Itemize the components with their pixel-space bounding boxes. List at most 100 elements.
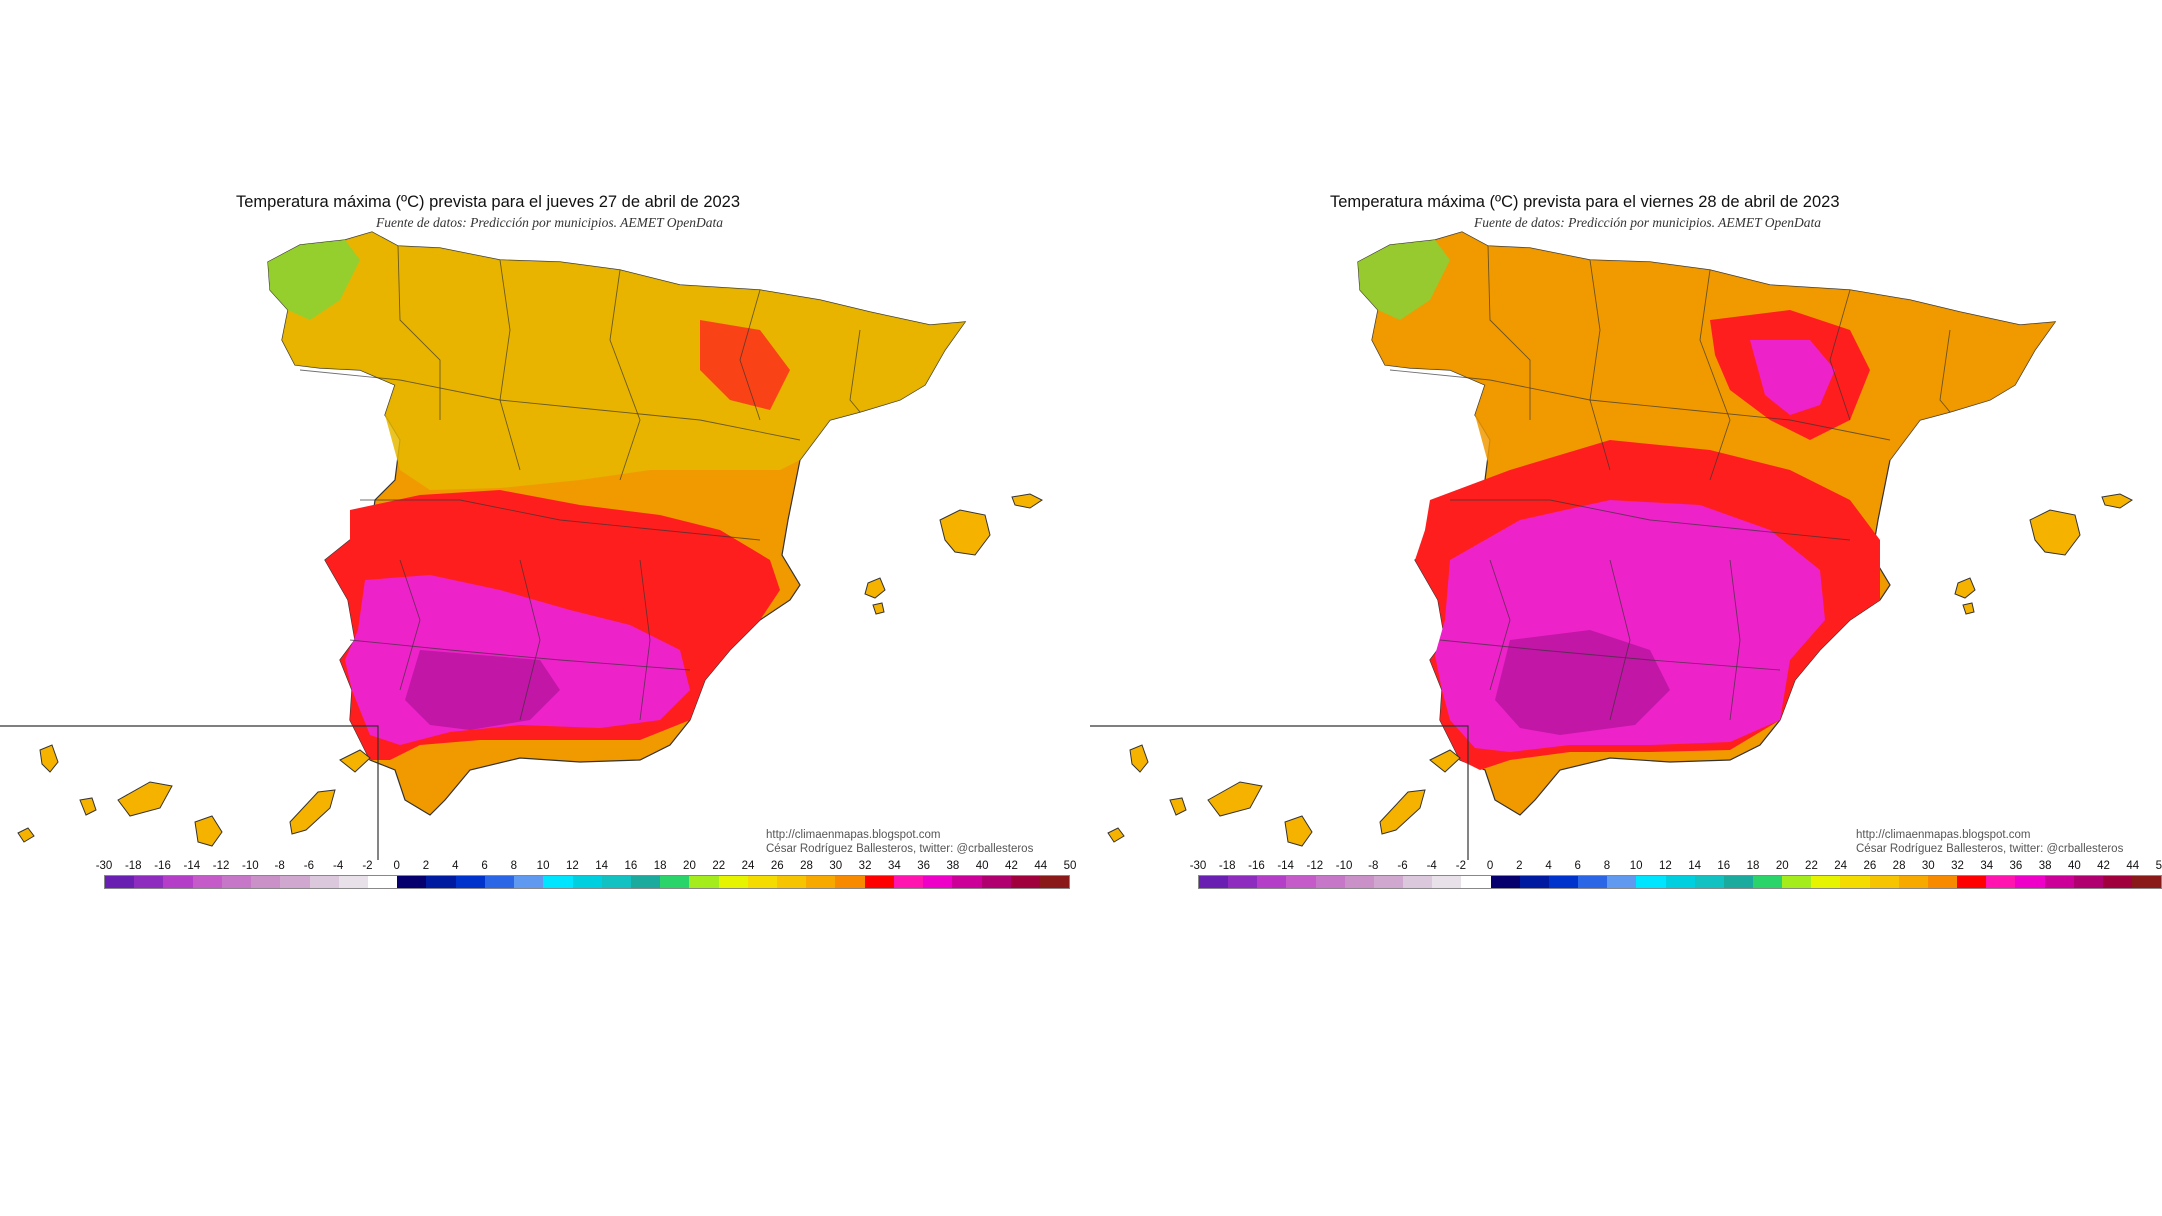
legend-tick-label: 10 xyxy=(536,860,550,872)
ibiza-island xyxy=(1954,577,1976,599)
province-border xyxy=(1389,369,1891,441)
legend-color-cell xyxy=(660,876,690,888)
legend-color-cell xyxy=(192,876,222,888)
legend-color-cell xyxy=(1898,876,1928,888)
legend-tick-label: 32 xyxy=(858,860,872,872)
legend-color-cell xyxy=(1286,876,1316,888)
legend-tick-label: 26 xyxy=(770,860,784,872)
map-subtitle: Fuente de datos: Predicción por municipi… xyxy=(376,215,723,230)
legend-tick-label: -18 xyxy=(1218,860,1236,872)
legend-color-cell xyxy=(1665,876,1695,888)
legend-tick-label: 26 xyxy=(1863,860,1877,872)
legend-tick-label: 12 xyxy=(565,860,579,872)
legend-color-cell xyxy=(689,876,719,888)
legend-color-cell xyxy=(1752,876,1783,888)
legend-color-cell xyxy=(1840,876,1870,888)
legend-color-cell xyxy=(2015,876,2045,888)
legend-tick-label: -12 xyxy=(1306,860,1324,872)
legend-color-cell xyxy=(1461,876,1491,888)
map-panel-friday: Temperatura máxima (ºC) prevista para el… xyxy=(1090,0,2162,1216)
legend-tick-label: 4 xyxy=(1545,860,1552,872)
legend-tick-label: 22 xyxy=(712,860,726,872)
legend-tick-label: -10 xyxy=(242,860,259,872)
legend-tick-label: 38 xyxy=(2038,860,2052,872)
legend-tick-label: -2 xyxy=(362,860,373,872)
legend-tick-label: 14 xyxy=(1688,860,1701,872)
legend-color-cell xyxy=(221,876,252,888)
legend-tick-label: 2 xyxy=(1516,860,1523,872)
legend-color-cell xyxy=(1228,876,1258,888)
province-border xyxy=(849,329,861,413)
legend-color-cell xyxy=(601,876,631,888)
menorca-island xyxy=(2101,493,2133,509)
legend-tick-label: -14 xyxy=(1277,860,1294,872)
legend-tick-label: 44 xyxy=(2126,860,2140,872)
legend-color-cell xyxy=(1957,876,1987,888)
legend-color-cell xyxy=(134,876,164,888)
legend-color-cell xyxy=(426,876,456,888)
credit-url: http://climaenmapas.blogspot.com xyxy=(766,829,941,841)
legend-color-cell xyxy=(1344,876,1374,888)
legend-color-cell xyxy=(1782,876,1812,888)
tenerife-island xyxy=(117,781,173,817)
province-border xyxy=(360,499,761,541)
legend-tick-label: 18 xyxy=(653,860,667,872)
credit-author: César Rodríguez Ballesteros, twitter: @c… xyxy=(1856,843,2124,855)
legend-color-cell xyxy=(893,876,924,888)
menorca-island xyxy=(1011,493,1043,509)
legend-tick-label: 8 xyxy=(1603,860,1611,872)
legend-color-cell xyxy=(2073,876,2103,888)
formentera-island xyxy=(872,602,885,615)
la-palma-island xyxy=(1129,744,1149,773)
la-palma-island xyxy=(39,744,59,773)
ebro-hot-zone xyxy=(700,320,790,410)
province-border xyxy=(1829,289,1851,421)
legend-tick-label: 30 xyxy=(1921,860,1935,872)
legend-tick-label: 28 xyxy=(800,860,813,872)
legend-color-cell xyxy=(367,876,398,888)
legend-color-cell xyxy=(1811,876,1841,888)
legend-color-cell xyxy=(1519,876,1549,888)
map-panel-thursday: Temperatura máxima (ºC) prevista para el… xyxy=(0,193,1076,889)
guadalquivir-hottest-zone xyxy=(405,650,560,730)
ebro-very-hot-zone xyxy=(1750,340,1835,415)
legend-tick-label: 40 xyxy=(2067,860,2081,872)
legend-tick-label: -12 xyxy=(212,860,230,872)
legend-color-cell xyxy=(806,876,836,888)
legend-tick-label: 12 xyxy=(1658,860,1672,872)
province-border xyxy=(1450,499,1851,541)
mallorca-island xyxy=(939,509,991,556)
province-border xyxy=(299,369,801,441)
legend-color-cell xyxy=(718,876,748,888)
legend-color-cell xyxy=(2102,876,2132,888)
legend-color-cell xyxy=(1578,876,1608,888)
legend-tick-label: -30 xyxy=(95,860,113,872)
legend-tick-label: 6 xyxy=(481,860,488,872)
legend-color-cell xyxy=(864,876,894,888)
la-gomera-island xyxy=(1107,827,1125,843)
province-border xyxy=(519,559,541,721)
legend-color-cell xyxy=(1490,876,1520,888)
legend-tick-label: 10 xyxy=(1629,860,1643,872)
legend-tick-label: -6 xyxy=(1397,860,1408,872)
legend-tick-label: 20 xyxy=(1775,860,1789,872)
legend-color-cell xyxy=(1607,876,1637,888)
legend-color-cell xyxy=(1723,876,1753,888)
legend-tick-label: 24 xyxy=(1834,860,1848,872)
legend-color-cell xyxy=(1986,876,2016,888)
legend-color-cell xyxy=(543,876,573,888)
legend-color-cell xyxy=(747,876,778,888)
legend-tick-label: -2 xyxy=(1455,860,1467,872)
legend-tick-label: -30 xyxy=(1189,860,1207,872)
legend-color-cell xyxy=(2044,876,2074,888)
legend-tick-label: 2 xyxy=(422,860,430,872)
legend-tick-label: 6 xyxy=(1574,860,1581,872)
legend-color-cell xyxy=(105,876,135,888)
legend-color-cell xyxy=(1927,876,1958,888)
legend-tick-label: 44 xyxy=(1034,860,1048,872)
legend-color-cell xyxy=(514,876,544,888)
legend-tick-label: 0 xyxy=(1486,860,1494,872)
legend-color-cell xyxy=(923,876,953,888)
legend-color-cell xyxy=(952,876,982,888)
legend-tick-label: 34 xyxy=(887,860,901,872)
